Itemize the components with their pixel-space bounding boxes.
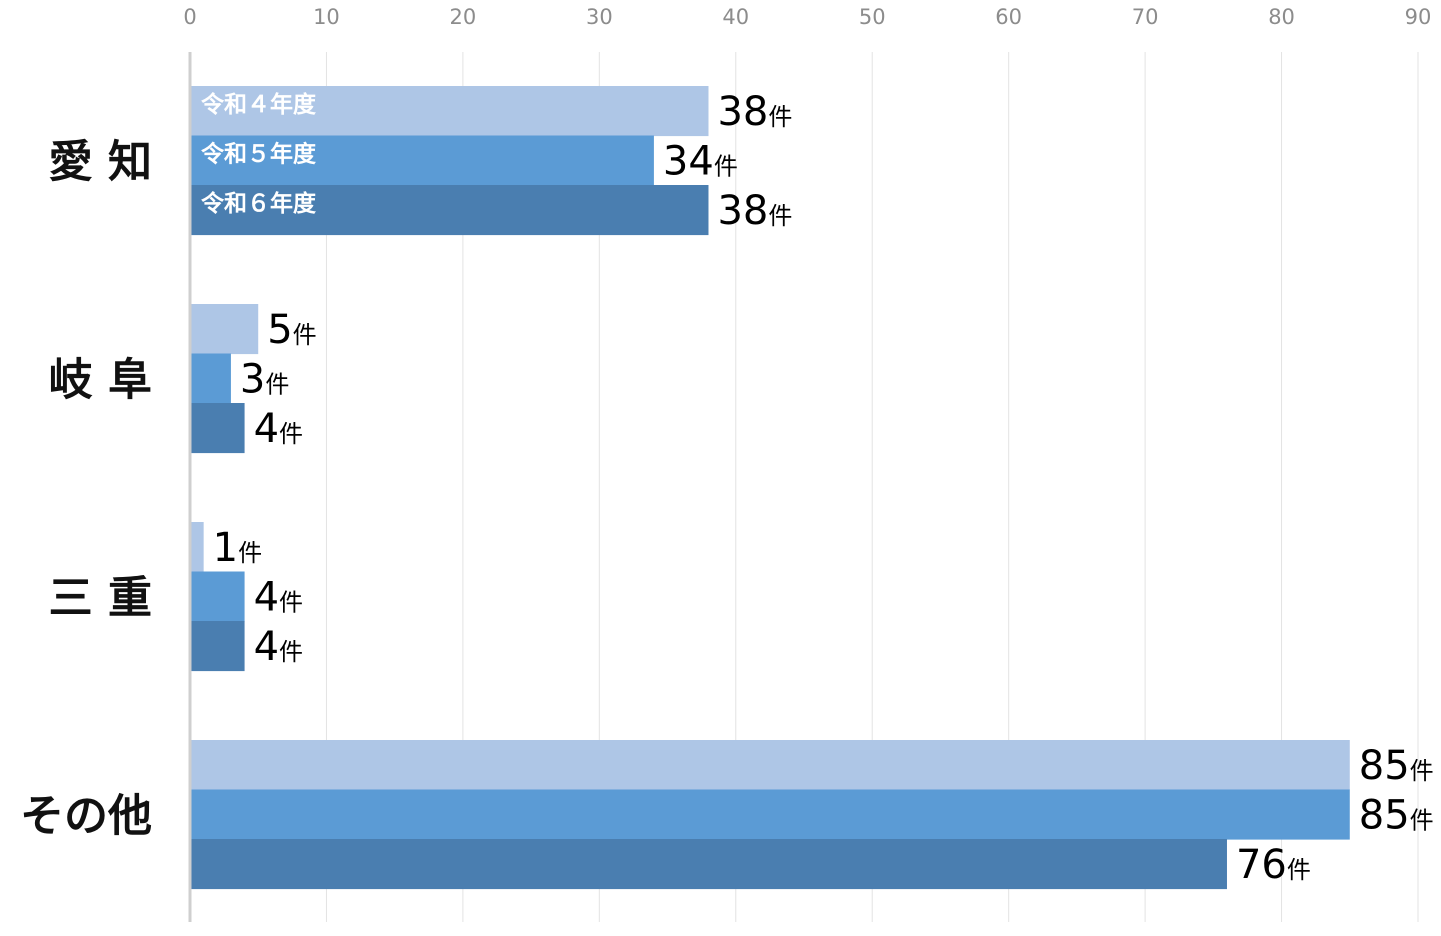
x-tick-label: 0 (183, 5, 196, 29)
bar (191, 403, 245, 454)
category-label: 岐 阜 (49, 354, 152, 405)
series-name-label: 令和４年度 (201, 91, 317, 118)
data-label: 5件 (267, 307, 316, 353)
bars (191, 86, 1350, 890)
x-axis-ticks: 0 10 20 30 40 50 60 70 80 90 (183, 5, 1431, 29)
x-tick-label: 50 (859, 5, 886, 29)
data-label: 85件 (1359, 792, 1434, 838)
data-label: 3件 (240, 356, 289, 402)
data-label: 34件 (663, 138, 738, 184)
bar (191, 839, 1227, 890)
x-tick-label: 20 (450, 5, 477, 29)
data-label: 85件 (1359, 743, 1434, 789)
bar (191, 621, 245, 672)
x-tick-label: 80 (1268, 5, 1295, 29)
bar (191, 789, 1350, 840)
data-label: 38件 (717, 89, 792, 135)
category-label: 三 重 (49, 572, 152, 623)
x-tick-label: 30 (586, 5, 613, 29)
x-tick-label: 10 (313, 5, 340, 29)
bar (191, 135, 654, 186)
bar (191, 740, 1350, 791)
data-label: 76件 (1236, 842, 1311, 888)
data-label: 38件 (717, 188, 792, 234)
category-label: 愛 知 (49, 136, 152, 187)
category-label: その他 (20, 790, 152, 841)
bar (191, 522, 204, 573)
x-tick-label: 70 (1132, 5, 1159, 29)
bar (191, 353, 231, 404)
bar (191, 86, 709, 137)
x-tick-label: 60 (995, 5, 1022, 29)
bar (191, 304, 259, 355)
data-label: 4件 (254, 574, 303, 620)
series-name-label: 令和５年度 (201, 141, 317, 168)
data-label: 1件 (213, 525, 262, 571)
x-tick-label: 40 (722, 5, 749, 29)
series-name-label: 令和６年度 (201, 190, 317, 217)
bar (191, 185, 709, 236)
data-label: 4件 (254, 406, 303, 452)
x-tick-label: 90 (1405, 5, 1432, 29)
data-label: 4件 (254, 624, 303, 670)
bar (191, 571, 245, 622)
